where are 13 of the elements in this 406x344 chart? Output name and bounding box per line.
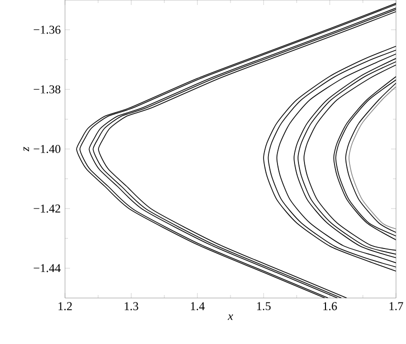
y-tick-label: −1.36 [34, 26, 60, 34]
x-tick-label: 1.6 [323, 302, 337, 310]
x-tick-label: 1.5 [257, 302, 271, 310]
y-axis-title: z [24, 146, 29, 152]
y-tick-label: −1.44 [34, 264, 61, 272]
x-tick-label: 1.4 [190, 302, 205, 310]
x-axis-title: x [228, 314, 234, 320]
y-tick-label: −1.38 [34, 85, 60, 94]
y-tick-label: −1.40 [34, 144, 60, 154]
y-tick-label: −1.42 [34, 204, 60, 213]
x-tick-label: 1.3 [124, 302, 138, 310]
x-tick-label: 1.2 [58, 302, 72, 310]
x-tick-label: 1.7 [390, 302, 404, 310]
